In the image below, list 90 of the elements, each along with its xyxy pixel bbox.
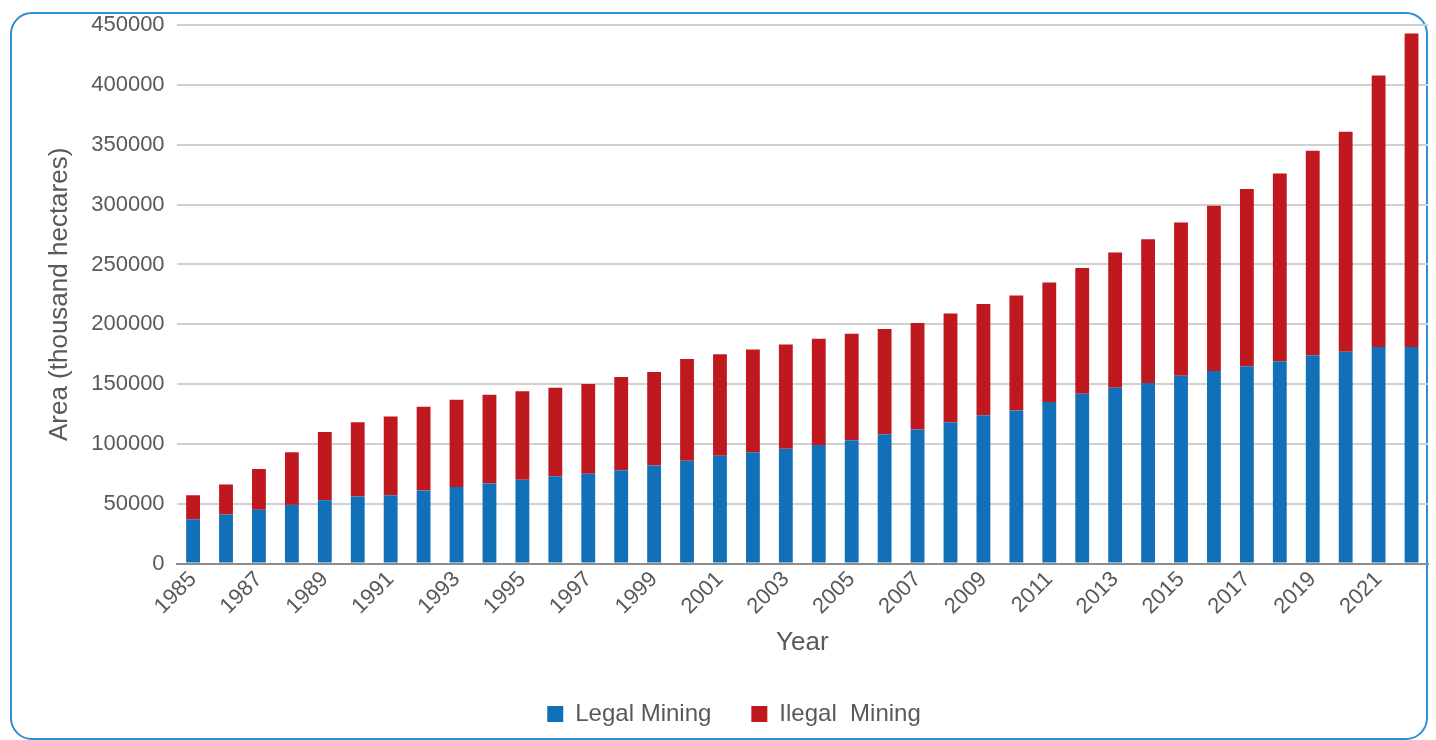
- bar: [284, 452, 299, 505]
- y-tick-label: 300000: [91, 190, 165, 216]
- bar: [317, 431, 332, 501]
- bar: [548, 387, 563, 477]
- bar: [383, 495, 398, 563]
- bar: [713, 455, 727, 563]
- bar: [548, 476, 563, 563]
- bar: [713, 354, 727, 456]
- bar: [1075, 268, 1090, 394]
- legend-label: Legal Mining: [575, 698, 712, 726]
- bar: [811, 445, 826, 563]
- bar: [1272, 361, 1287, 563]
- bar: [745, 349, 760, 453]
- x-axis-title: Year: [776, 625, 829, 656]
- bar: [910, 323, 925, 430]
- y-tick-label: 150000: [91, 370, 165, 396]
- bar: [943, 313, 958, 423]
- y-axis-title: Area (thousand hectares): [42, 147, 73, 442]
- bar: [186, 519, 200, 563]
- bar: [943, 422, 958, 563]
- bar: [1305, 355, 1320, 563]
- bar: [976, 415, 991, 563]
- bar: [219, 514, 233, 563]
- bar: [1338, 351, 1353, 563]
- bar: [680, 358, 694, 461]
- bar: [1239, 366, 1254, 563]
- bar: [1239, 189, 1254, 367]
- bar: [778, 344, 793, 449]
- y-tick-label: 400000: [91, 71, 165, 97]
- bar: [1174, 375, 1188, 563]
- y-tick-label: 50000: [103, 489, 165, 515]
- bar: [252, 509, 266, 563]
- bar: [680, 460, 694, 563]
- bar: [877, 434, 892, 563]
- bar: [614, 470, 629, 563]
- bar: [515, 479, 530, 563]
- bar: [350, 496, 365, 563]
- bar: [976, 303, 991, 416]
- y-tick-label: 350000: [91, 130, 165, 156]
- bar: [778, 448, 793, 563]
- bar: [1174, 222, 1188, 376]
- bar: [449, 486, 464, 563]
- bar: [745, 452, 760, 563]
- bar: [482, 483, 497, 563]
- bar: [1404, 33, 1419, 347]
- bar: [614, 376, 629, 471]
- bar: [350, 422, 365, 497]
- bar: [1207, 205, 1221, 371]
- y-tick-label: 0: [152, 549, 165, 575]
- bar: [383, 416, 398, 496]
- bar: [844, 333, 859, 441]
- bar: [284, 504, 299, 563]
- y-tick-label: 250000: [91, 250, 165, 276]
- bar: [1108, 387, 1123, 563]
- bar: [1141, 239, 1155, 383]
- bar: [844, 440, 859, 563]
- bar: [1338, 131, 1353, 352]
- bar: [416, 406, 431, 491]
- bar: [515, 391, 530, 480]
- bar: [581, 473, 596, 563]
- legend-label: Ilegal Mining: [779, 698, 921, 726]
- bar: [1075, 393, 1090, 563]
- bar: [1042, 402, 1057, 563]
- bar: [910, 429, 925, 563]
- y-tick-label: 100000: [91, 429, 165, 455]
- bar: [482, 394, 497, 484]
- bar: [1009, 410, 1024, 563]
- bar: [1207, 370, 1221, 563]
- bar: [581, 384, 596, 474]
- bar: [1305, 150, 1320, 356]
- y-tick-label: 450000: [91, 11, 165, 37]
- bar: [647, 372, 662, 466]
- bar: [1108, 252, 1123, 388]
- bar: [1141, 382, 1155, 563]
- bar: [1371, 347, 1386, 563]
- bar: [252, 469, 266, 510]
- bar: [1371, 75, 1386, 347]
- bar: [219, 484, 233, 515]
- bar: [449, 399, 464, 487]
- y-tick-label: 200000: [91, 310, 165, 336]
- bar: [1404, 347, 1419, 563]
- bar: [317, 500, 332, 563]
- bar: [877, 329, 892, 435]
- bar: [416, 490, 431, 563]
- bar: [186, 495, 200, 520]
- bar: [811, 338, 826, 446]
- bar: [1272, 173, 1287, 362]
- bar: [1042, 282, 1057, 403]
- bar: [1009, 295, 1024, 411]
- bar: [647, 465, 662, 563]
